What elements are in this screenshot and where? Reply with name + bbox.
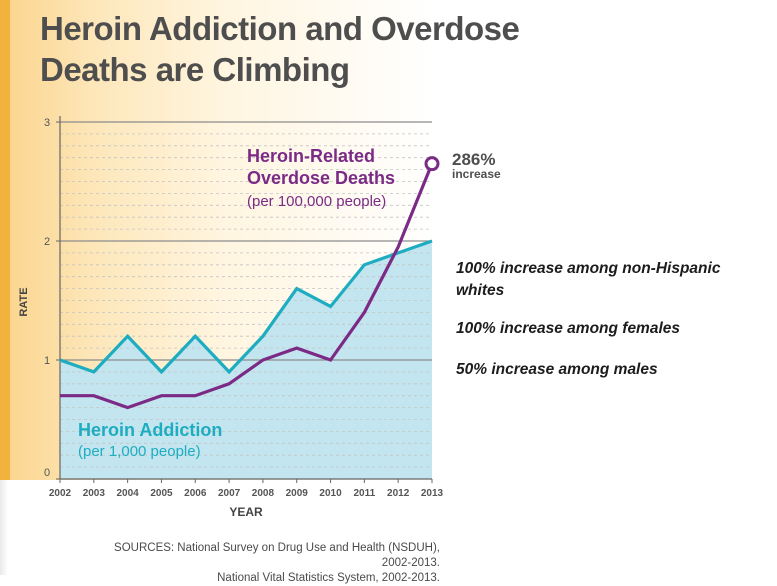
title-line-1: Heroin Addiction and Overdose xyxy=(40,10,520,47)
callout-value: 286% xyxy=(452,150,495,169)
x-tick-label: 2009 xyxy=(286,488,309,499)
annotation-females: 100% increase among females xyxy=(456,320,681,337)
addiction-unit-label: (per 1,000 people) xyxy=(78,443,201,460)
sources-line-2: National Vital Statistics System, 2002-2… xyxy=(217,572,440,584)
lines-layer xyxy=(59,156,440,410)
y-axis-title: RATE xyxy=(18,287,30,316)
deaths-series-line xyxy=(60,163,434,410)
x-axis-title: YEAR xyxy=(229,505,263,519)
annotation-non-hispanic-whites: 100% increase among non-Hispanic whites xyxy=(456,260,721,299)
y-tick-label: 0 xyxy=(44,467,50,479)
deaths-label-line-2: Overdose Deaths xyxy=(247,168,395,188)
deaths-label-line-1: Heroin-Related xyxy=(247,146,375,166)
annotation-males: 50% increase among males xyxy=(456,361,658,378)
deaths-unit-label: (per 100,000 people) xyxy=(247,193,386,210)
title-line-2: Deaths are Climbing xyxy=(40,51,350,88)
x-tick-label: 2012 xyxy=(387,488,410,499)
x-tick-label: 2002 xyxy=(49,488,72,499)
x-tick-label: 2010 xyxy=(319,488,342,499)
callout-label: increase xyxy=(452,167,501,181)
x-tick-label: 2013 xyxy=(421,488,444,499)
background-bottom xyxy=(0,480,777,575)
y-tick-label: 3 xyxy=(44,117,50,129)
sources-note: SOURCES: National Survey on Drug Use and… xyxy=(100,541,440,586)
x-tick-label: 2004 xyxy=(117,488,140,499)
x-tick-label: 2005 xyxy=(150,488,173,499)
x-tick-label: 2003 xyxy=(83,488,106,499)
background-bottom-edge xyxy=(0,480,8,575)
axis-layer: 0 1 2 3 2002 2003 2004 2005 2006 2007 2008 2009 2010… xyxy=(44,116,444,499)
deaths-endpoint-marker xyxy=(424,156,440,172)
page-title: Heroin Addiction and Overdose Deaths are… xyxy=(40,8,520,90)
y-tick-label: 1 xyxy=(44,355,50,367)
x-tick-label: 2008 xyxy=(252,488,275,499)
sources-line-1: SOURCES: National Survey on Drug Use and… xyxy=(114,542,440,569)
accent-bar xyxy=(0,0,10,480)
x-tick-label: 2006 xyxy=(184,488,207,499)
grid-layer xyxy=(60,121,432,468)
y-tick-label: 2 xyxy=(44,236,50,248)
x-tick-label: 2011 xyxy=(354,488,376,499)
addiction-label: Heroin Addiction xyxy=(78,420,222,440)
addiction-series-line xyxy=(59,239,433,375)
x-tick-label: 2007 xyxy=(218,488,241,499)
